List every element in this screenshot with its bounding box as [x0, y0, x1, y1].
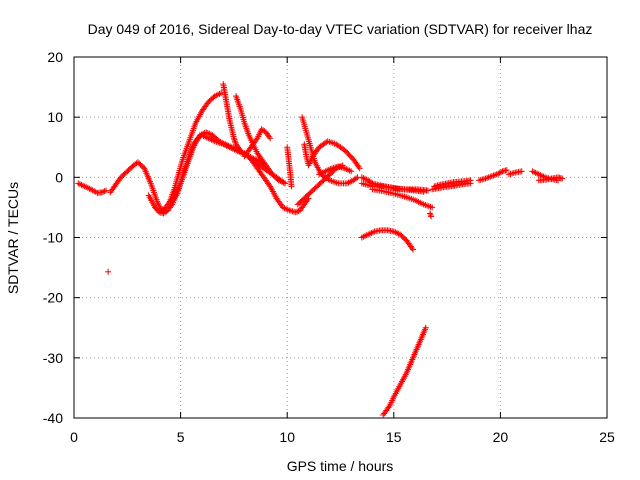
data-point	[214, 91, 221, 98]
data-point	[467, 177, 474, 184]
data-point	[231, 136, 238, 143]
chart-title: Day 049 of 2016, Sidereal Day-to-day VTE…	[88, 21, 593, 37]
x-tick-label: 20	[493, 429, 509, 445]
data-point	[292, 209, 299, 216]
data-point	[356, 165, 363, 172]
plot-frame	[73, 56, 608, 419]
data-point	[105, 268, 112, 275]
data-point	[409, 246, 416, 253]
x-tick-label: 5	[177, 429, 185, 445]
data-point	[427, 210, 434, 217]
data-point	[428, 213, 435, 220]
data-point	[206, 130, 213, 137]
y-tick-label: 10	[47, 109, 63, 125]
data-point	[237, 147, 244, 154]
data-point	[518, 168, 525, 175]
data-point	[232, 139, 239, 146]
data-point	[282, 180, 289, 187]
data-point	[422, 324, 429, 331]
y-axis-label: SDTVAR / TECUs	[5, 182, 21, 294]
data-point	[101, 188, 108, 195]
data-point	[498, 169, 505, 176]
data-point	[100, 188, 107, 195]
x-axis-label: GPS time / hours	[287, 458, 394, 474]
x-tick-label: 10	[279, 429, 295, 445]
data-point	[559, 175, 566, 182]
y-tick-label: -30	[43, 350, 63, 366]
x-tick-label: 25	[599, 429, 615, 445]
data-point	[348, 168, 355, 175]
x-tick-label: 15	[386, 429, 402, 445]
data-point	[503, 167, 510, 174]
data-point	[98, 189, 105, 196]
y-tick-label: -40	[43, 410, 63, 426]
data-point	[102, 187, 109, 194]
y-tick-label: -10	[43, 230, 63, 246]
y-tick-label: 0	[55, 169, 63, 185]
y-tick-label: 20	[47, 49, 63, 65]
y-tick-label: -20	[43, 290, 63, 306]
data-point	[280, 179, 287, 186]
data-point	[288, 183, 295, 190]
data-point	[424, 187, 431, 194]
data-point	[267, 135, 274, 142]
x-tick-label: 0	[70, 429, 78, 445]
grid-lines	[74, 57, 607, 418]
data-point	[420, 188, 427, 195]
axis-ticks: 0 5 10 15 20 25 -40 -30 -20 -10 0 10 20	[43, 49, 615, 445]
data-point	[427, 211, 434, 218]
data-point	[294, 208, 301, 215]
data-points	[75, 81, 566, 418]
data-point	[353, 175, 360, 182]
data-point	[429, 204, 436, 211]
